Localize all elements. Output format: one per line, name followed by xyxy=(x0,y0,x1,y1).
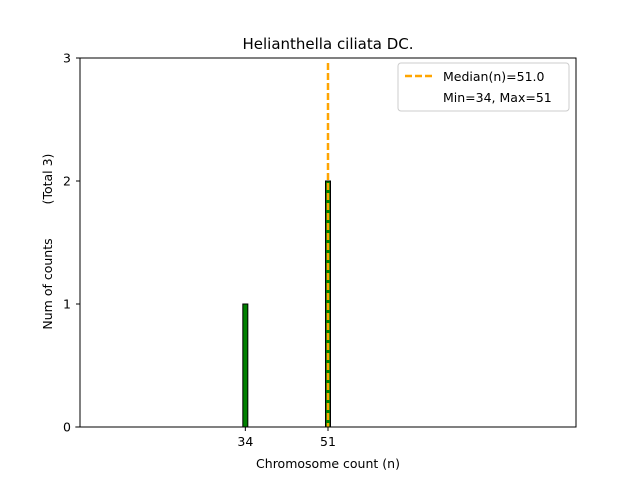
bar-34 xyxy=(242,303,249,428)
legend-entry-median: Median(n)=51.0 xyxy=(443,69,544,84)
x-axis-ticks: 34 51 xyxy=(237,427,336,449)
y-axis-ticks: 0 1 2 3 xyxy=(63,51,80,435)
y-tick-label: 3 xyxy=(63,51,71,66)
chart-title: Helianthella ciliata DC. xyxy=(242,35,413,53)
y-axis-label: Num of counts xyxy=(40,238,55,329)
y-tick-label: 1 xyxy=(63,297,71,312)
y-axis-total-label: (Total 3) xyxy=(40,154,55,205)
x-axis-label: Chromosome count (n) xyxy=(256,456,400,471)
x-tick-label: 51 xyxy=(320,434,336,449)
bars-group xyxy=(75,180,346,428)
x-tick-label: 34 xyxy=(237,434,253,449)
y-tick-label: 0 xyxy=(63,420,71,435)
legend-entry-minmax: Min=34, Max=51 xyxy=(443,90,552,105)
y-tick-label: 2 xyxy=(63,174,71,189)
legend-box xyxy=(397,62,570,112)
legend: Median(n)=51.0 Min=34, Max=51 xyxy=(397,62,570,112)
